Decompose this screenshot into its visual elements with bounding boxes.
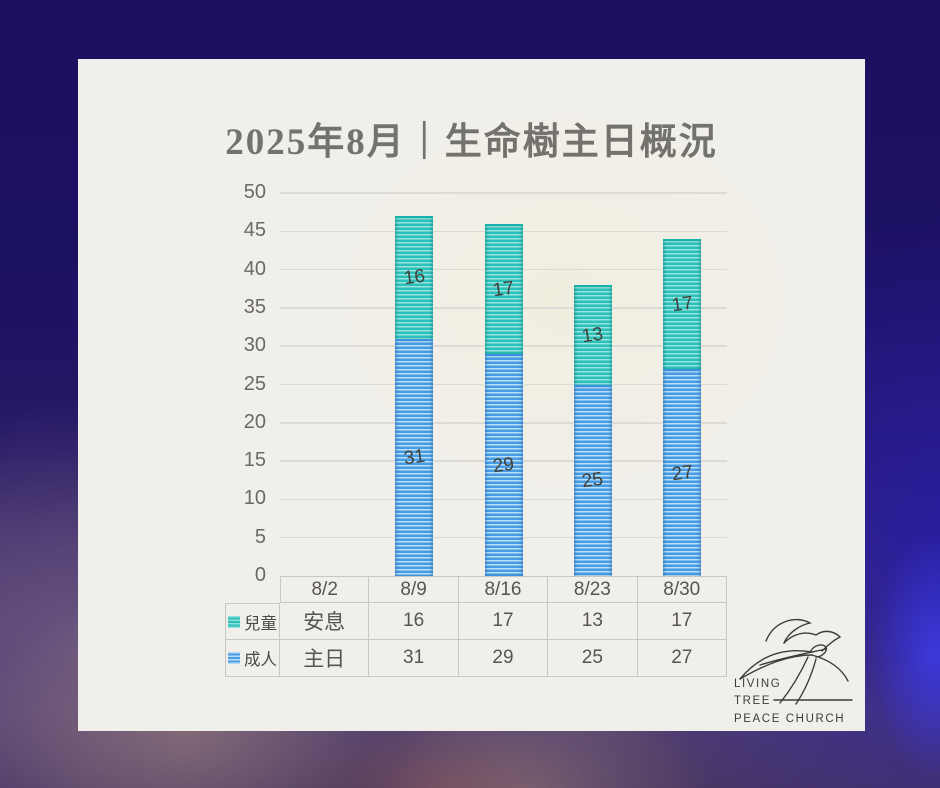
table-value-cell: 31	[369, 640, 459, 677]
bar-segment-adults: 31	[395, 338, 434, 576]
legend-cell-adults: 成人	[225, 640, 280, 677]
bar-segment-adults: 29	[484, 353, 523, 576]
bar-value-label: 25	[580, 468, 605, 493]
table-value-cell: 17	[458, 603, 549, 640]
bar-segment-adults: 27	[663, 369, 702, 576]
blue-striped-square-icon	[228, 652, 240, 664]
table-value-cell: 安息	[280, 603, 370, 640]
y-axis-tick-label: 10	[243, 487, 266, 510]
y-axis-tick-label: 40	[243, 257, 266, 280]
teal-striped-square-icon	[228, 615, 240, 628]
attendance-table: 8/2 8/9 8/16 8/23 8/30 兒童 安息 16 17 13 17 成人 主日 31 29 25…	[225, 576, 727, 677]
bar-segment-children: 17	[663, 238, 702, 370]
table-value-cell: 16	[369, 603, 459, 640]
y-axis-tick-label: 30	[243, 334, 266, 357]
y-axis-tick-label: 5	[254, 525, 266, 548]
table-value-cell: 主日	[280, 640, 370, 677]
bar-value-label: 17	[491, 277, 516, 302]
table-value-cell: 17	[637, 603, 727, 640]
y-axis-tick-label: 0	[254, 564, 266, 586]
y-axis-tick-label: 25	[243, 372, 266, 395]
content-card: 2025年8月｜生命樹主日概況 0 5 10 15 20 25 30 35 40 45 50 31 16…	[78, 59, 865, 731]
legend-cell-children: 兒童	[225, 603, 280, 640]
bar-segment-children: 17	[484, 223, 523, 354]
y-axis-tick-label: 35	[243, 295, 266, 318]
table-value-cell: 13	[548, 603, 638, 640]
logo-text-line: PEACE CHURCH	[734, 713, 846, 725]
y-axis-tick-label: 45	[243, 219, 266, 242]
y-axis-tick-label: 15	[243, 449, 266, 472]
table-header-cell: 8/23	[548, 576, 638, 603]
legend-label: 兒童	[244, 614, 277, 633]
table-value-cell: 27	[637, 640, 727, 677]
bar-segment-adults: 25	[573, 384, 612, 576]
table-corner-cell	[225, 576, 280, 603]
table-value-cell: 29	[458, 640, 549, 677]
table-header-cell: 8/2	[280, 576, 370, 603]
table-header-cell: 8/9	[369, 576, 459, 603]
logo-text-line: LIVING	[734, 678, 782, 690]
bar-value-label: 27	[670, 461, 695, 485]
table-header-cell: 8/16	[458, 576, 549, 603]
page-title: 2025年8月｜生命樹主日概況	[225, 122, 718, 163]
bar-segment-children: 13	[573, 284, 612, 385]
bar-segment-children: 16	[395, 216, 434, 339]
church-logo: LIVING TREE PEACE CHURCH	[730, 607, 862, 732]
table-header-cell: 8/30	[637, 576, 727, 603]
living-tree-logo-icon	[739, 618, 853, 705]
bar-value-label: 13	[580, 323, 605, 348]
y-axis-tick-label: 20	[243, 410, 266, 433]
bar-value-label: 29	[491, 453, 516, 478]
bar-value-label: 31	[402, 445, 426, 470]
y-axis-tick-label: 50	[243, 181, 266, 203]
bar-value-label: 17	[670, 292, 695, 317]
logo-text-line: TREE	[734, 695, 772, 707]
bar-value-label: 16	[402, 265, 426, 290]
plot-area: 0 5 10 15 20 25 30 35 40 45 50 31 16 29 17 25 13 27 17	[244, 181, 727, 586]
legend-label: 成人	[244, 651, 277, 669]
gridline	[280, 192, 727, 194]
table-value-cell: 25	[548, 640, 638, 677]
